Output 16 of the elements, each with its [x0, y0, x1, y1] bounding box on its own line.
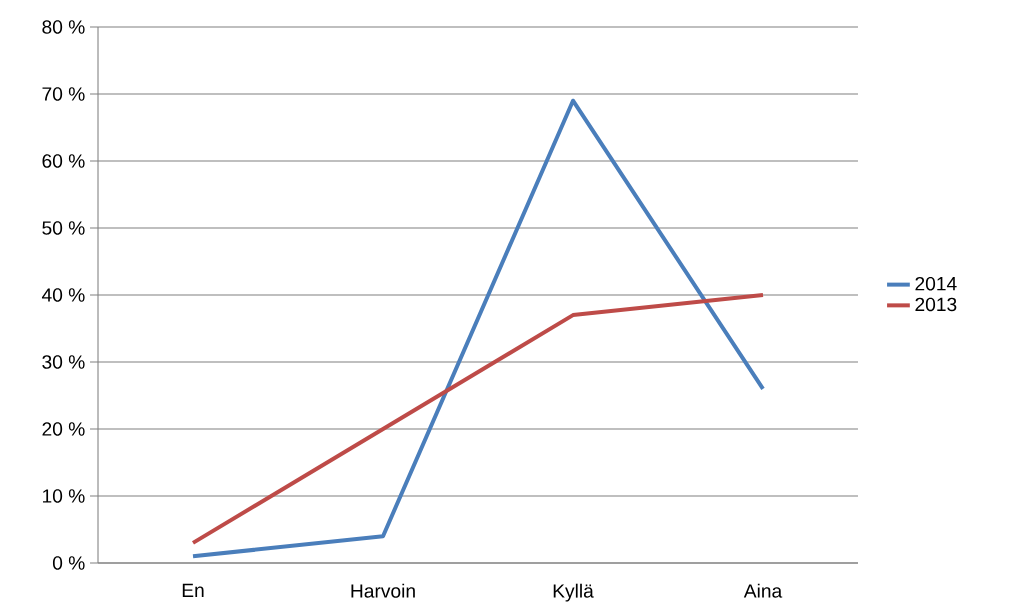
y-tick-label: 10 %: [43, 489, 85, 503]
y-tick-label: 50 %: [42, 221, 85, 235]
y-tick-label: 70 %: [42, 87, 85, 101]
x-tick-label: Aina: [743, 583, 783, 598]
y-tick-label: 20 %: [42, 422, 85, 436]
y-tick-label: 80 %: [42, 20, 85, 34]
line-series: [191, 98, 765, 559]
y-tick-label: 0 %: [52, 556, 85, 570]
legend-label: 2013: [915, 297, 957, 312]
x-tick-label: En: [182, 583, 204, 597]
y-tick-label: 60 %: [42, 154, 85, 168]
y-tick-label: 30 %: [42, 355, 85, 369]
y-tick-label: 40 %: [41, 288, 85, 302]
x-tick-label: Harvoin: [351, 583, 415, 598]
x-tick-label: Kyllä: [553, 583, 594, 602]
legend-label: 2014: [915, 276, 957, 291]
